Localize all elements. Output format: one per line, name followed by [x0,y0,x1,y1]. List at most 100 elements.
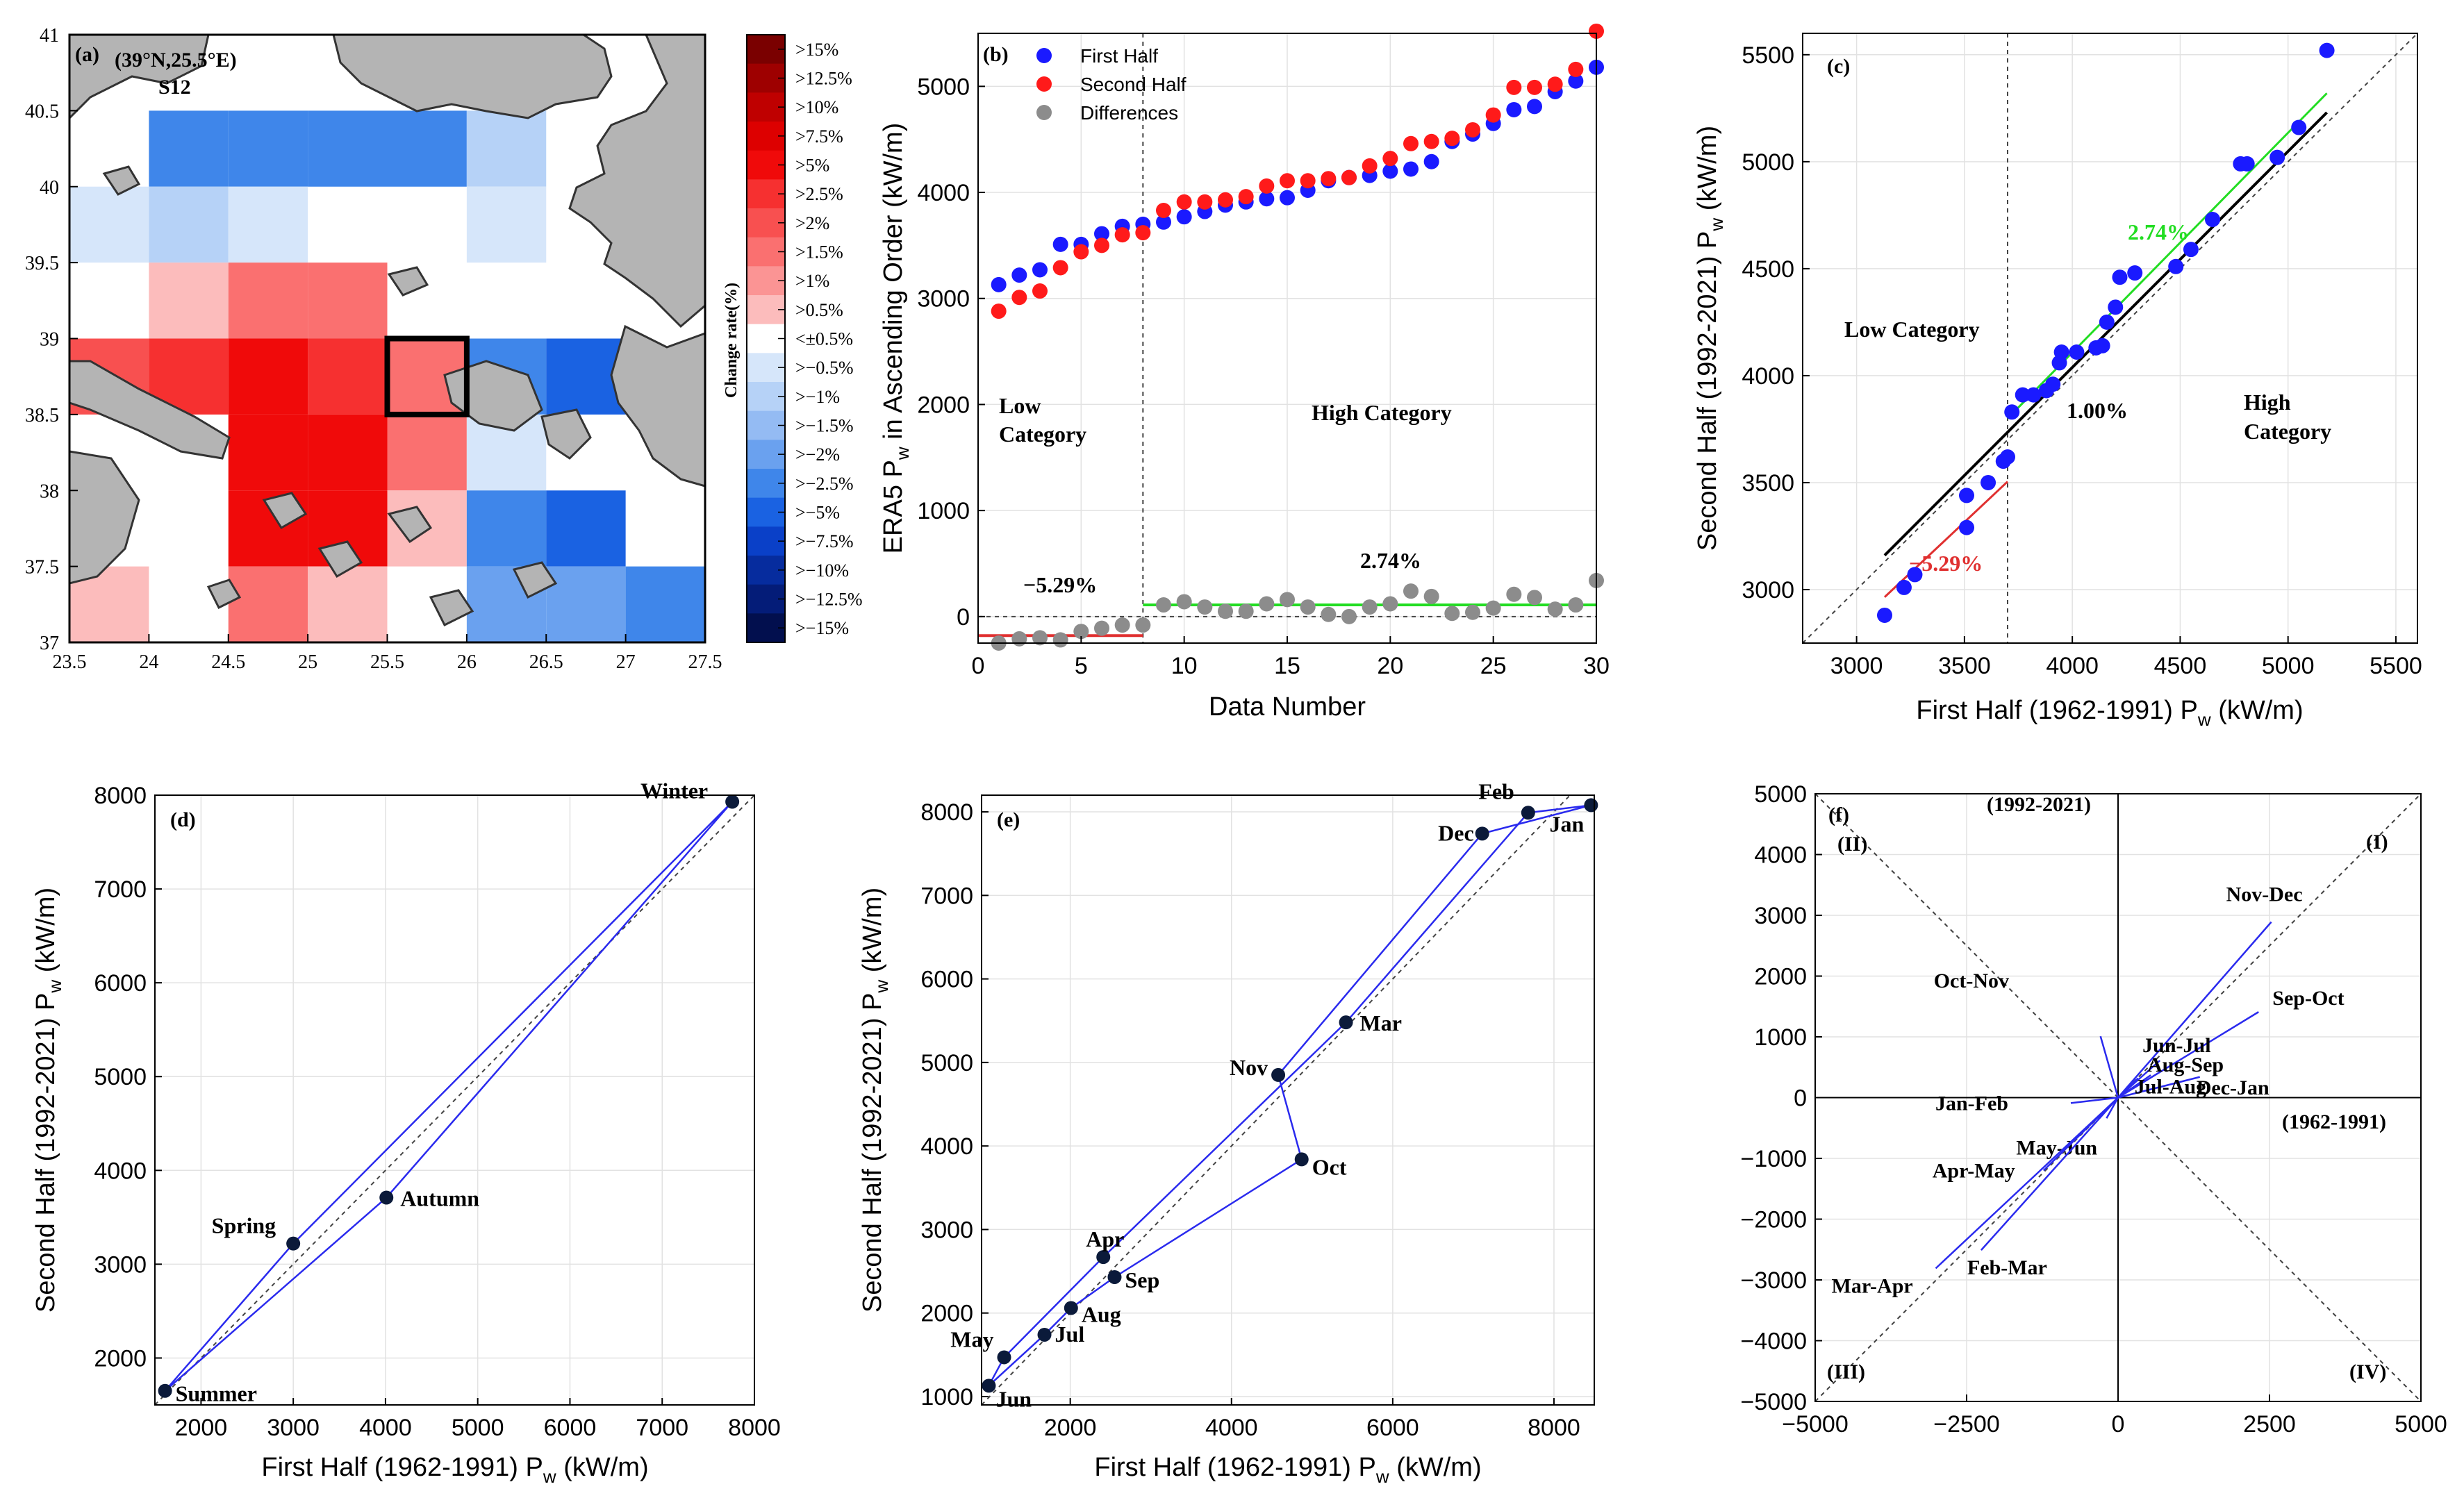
b-point-first-half [991,276,1007,292]
point-label: Nov [1230,1055,1268,1080]
x-tick-label: 4500 [2154,653,2207,679]
b-point-first-half [1527,99,1542,115]
map-x-tick-label: 25 [298,651,317,673]
colorbar-label: >−1.5% [795,416,853,436]
map-cell [228,186,308,263]
colorbar-label: >−10% [795,560,849,581]
f-vector [1935,1097,2119,1269]
e-ylabel: Second Half (1992-2021) Pw (kW/m) [858,888,892,1313]
land-island-d [317,540,363,578]
y-tick-label: 3000 [917,286,970,313]
point-label: Sep [1125,1267,1159,1292]
b-point-first-half [1568,73,1584,89]
f-quadrant-i: (I) [2366,831,2388,854]
c-fit-overall [1883,111,2328,557]
point-label: Jan [1550,811,1585,836]
y-tick-label: 5000 [94,1064,147,1090]
b-point-difference [1156,597,1171,613]
b-point-first-half [1280,190,1295,206]
c-fit-high [2006,92,2328,419]
c-point [1877,607,1892,623]
b-high-rate: 2.74% [1360,548,1421,573]
colorbar-label: >12.5% [795,69,852,89]
y-tick-label: 3000 [94,1251,147,1278]
x-tick-label: 6000 [1366,1415,1419,1441]
colorbar-label: >−7.5% [795,531,853,551]
panel-label-b: (b) [983,43,1009,66]
x-tick-label: 20 [1377,653,1403,679]
trajectory-point [1064,1301,1078,1315]
x-tick-label: 10 [1171,653,1198,679]
x-tick-label: 8000 [1528,1415,1580,1441]
colorbar-label: >2% [795,213,829,233]
legend-second-half-marker [1036,76,1052,92]
map-cell [466,490,547,567]
b-point-first-half [1011,267,1027,283]
e-frame [981,794,1595,1406]
d-marks: Winter Spring Summer Autumn [154,778,755,1406]
legend-differences-marker [1036,105,1052,120]
b-point-difference [1382,596,1398,612]
b-point-difference [1073,624,1089,640]
land-island-c [262,492,308,530]
map-x-tick-label: 27 [616,651,636,673]
f-vector-label: Mar-Apr [1832,1274,1913,1297]
b-legend: First Half Second Half Differences [1036,45,1186,124]
b-point-difference [1135,617,1151,633]
f-marks: Nov-Dec Sep-Oct Oct-Nov Jun-JulAug-SepDec-J… [1814,793,2422,1402]
e-grid [982,795,1594,1405]
f-vector [2117,1077,2139,1099]
b-point-first-half [1423,153,1439,169]
b-point-second-half [1197,194,1213,210]
point-label: Winter [640,778,708,803]
panel-d: Winter Spring Summer Autumn 2000 3000 4000 500… [31,778,781,1487]
y-tick-label: 6000 [920,967,973,993]
c-point [1896,579,1912,595]
f-quadrant-ii: (II) [1837,833,1867,856]
map-cell [387,414,467,491]
colorbar-label: >1.5% [795,242,843,263]
f-vector-label: Jul-Aug [2135,1076,2206,1099]
panel-label-a: (a) [75,43,99,66]
y-tick-label: 3000 [1754,903,1807,929]
x-tick-label: 2000 [175,1415,228,1441]
c-point [1959,488,1974,503]
y-tick-label: 1000 [920,1384,973,1410]
b-point-second-half [1259,178,1275,194]
b-point-first-half [1259,191,1275,207]
land-northeast [568,33,706,328]
panel-f: Nov-Dec Sep-Oct Oct-Nov Jun-JulAug-SepDec-J… [1741,781,2447,1438]
map-y-tick-label: 39.5 [25,253,59,274]
colorbar-label: >0.5% [795,300,843,320]
x-tick-label: −2500 [1933,1411,2000,1438]
b-ticks: 0 5 10 15 20 25 30 0 1000 2000 3000 4000 5000 [917,74,1610,679]
c-point [1959,519,1974,535]
b-point-difference [1011,631,1027,647]
b-point-second-half [1589,23,1604,39]
panel-label-f: (f) [1828,804,1849,826]
panel-b: 0 5 10 15 20 25 30 0 1000 2000 3000 4000 5000 (b) Fi… [879,23,1610,722]
b-point-second-half [1052,260,1068,276]
b-point-difference [1444,606,1460,622]
highlight-cell-outline [384,335,470,417]
b-point-second-half [1114,227,1130,243]
f-vector-label: Oct-Nov [1934,969,2009,992]
e-xlabel: First Half (1962-1991) Pw (kW/m) [1094,1453,1481,1487]
trajectory-point [286,1236,301,1251]
colorbar-label: >5% [795,156,829,176]
point-label: Feb [1478,779,1514,804]
b-point-first-half [1403,161,1419,177]
land-east-coast [610,324,706,488]
b-point-difference [1341,608,1357,624]
map-cell [308,338,388,415]
c-point [2291,119,2307,135]
y-tick-label: 4500 [1742,256,1794,283]
map-y-tick-label: 41 [40,25,59,47]
map-cells [69,110,705,642]
point-label: Apr [1086,1226,1124,1251]
trajectory-point [1037,1327,1052,1342]
land-island-g [206,578,242,610]
map-y-ticks: 41 40.5 40 39.5 39 38.5 38 37.5 37 [25,25,78,654]
panel-label-d: (d) [170,808,196,831]
panel-c: 3000 3500 4000 4500 5000 5500 3000 3500 4000 4500… [1693,33,2422,730]
